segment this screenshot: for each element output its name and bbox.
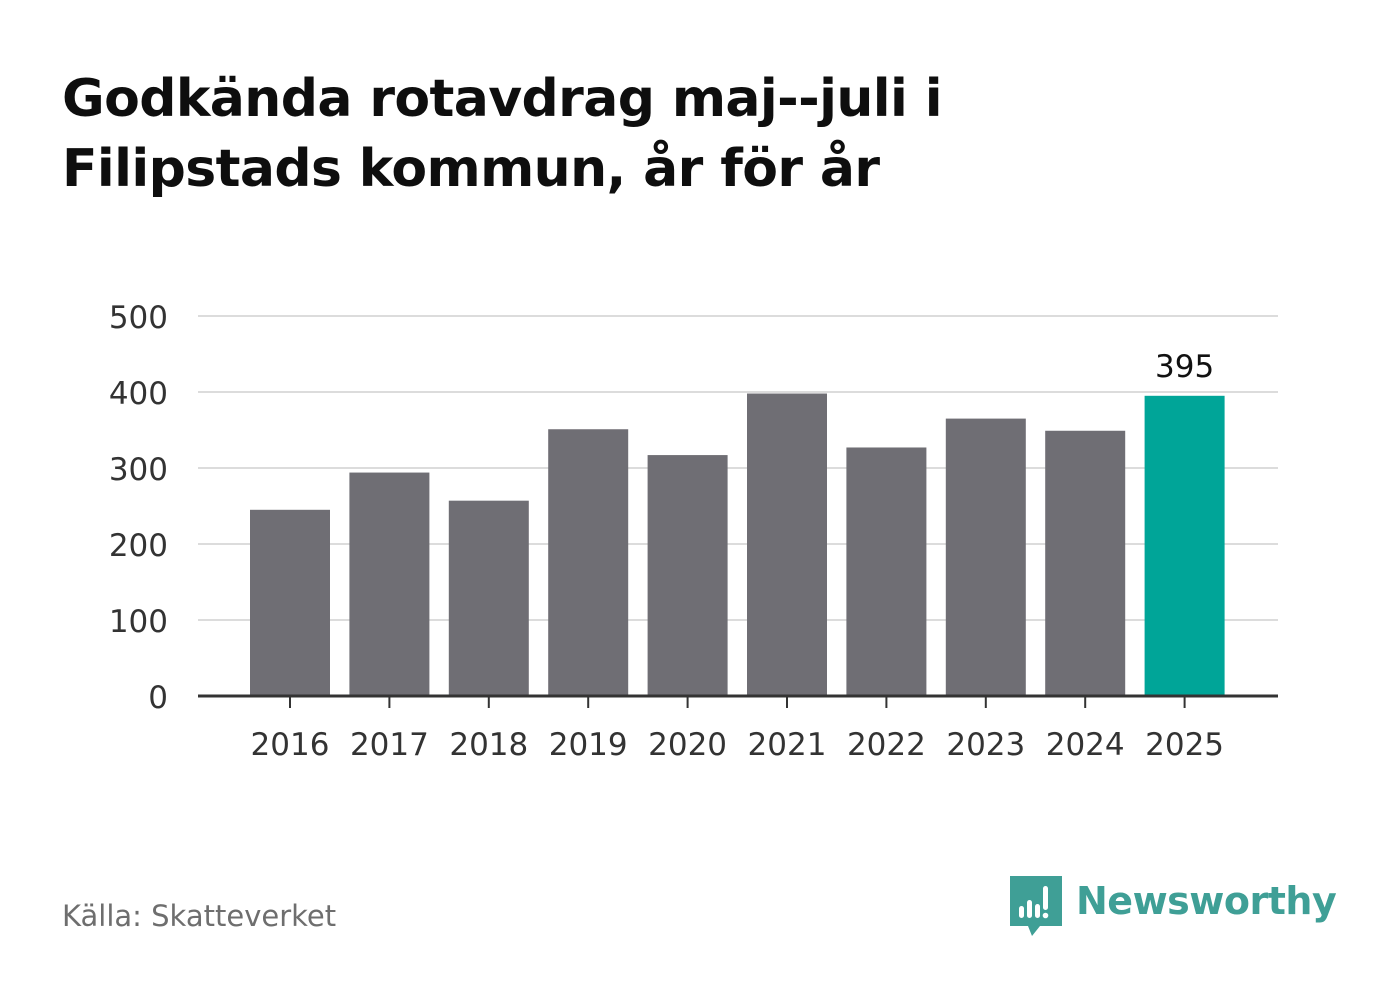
axes [198, 694, 1278, 708]
bar-2017 [349, 472, 430, 696]
bars [250, 393, 1225, 696]
source-note: Källa: Skatteverket [62, 899, 337, 933]
chart-title-line-2: Filipstads kommun, år för år [62, 139, 880, 199]
x-tick-label: 2017 [350, 727, 429, 763]
newsworthy-logo-icon [1010, 876, 1062, 936]
y-tick-label: 0 [148, 680, 168, 716]
bar-2024 [1045, 430, 1126, 696]
chart-title-line-1: Godkända rotavdrag maj--juli i [62, 69, 943, 129]
bar-2023 [945, 418, 1026, 696]
y-tick-label: 200 [109, 528, 168, 564]
x-tick-label: 2016 [251, 727, 330, 763]
y-tick-label: 400 [109, 376, 168, 412]
labels: 0 100 200 300 400 500 2016 2017 2018 2019 2020 2021… [109, 300, 1224, 763]
x-tick-label: 2022 [847, 727, 926, 763]
brand-name: Newsworthy [1076, 879, 1337, 923]
x-tick-label: 2019 [549, 727, 628, 763]
y-tick-label: 500 [109, 300, 168, 336]
x-tick-label: 2018 [449, 727, 528, 763]
bar-2019 [548, 429, 629, 696]
x-tick-label: 2021 [748, 727, 827, 763]
bar-2016 [250, 509, 330, 696]
data-label-highlight: 395 [1155, 349, 1214, 385]
x-tick-label: 2023 [946, 727, 1025, 763]
y-tick-label: 300 [109, 452, 168, 488]
bar-2025 [1144, 395, 1225, 696]
bar-2022 [846, 447, 927, 696]
bar-2018 [448, 500, 529, 696]
x-tick-label: 2020 [648, 727, 727, 763]
brand-logo: Newsworthy [1010, 876, 1337, 940]
x-tick-label: 2024 [1046, 727, 1125, 763]
bar-2021 [747, 393, 827, 696]
y-tick-label: 100 [109, 604, 168, 640]
bar-2020 [647, 455, 728, 696]
x-tick-label: 2025 [1145, 727, 1224, 763]
chart-title: Godkända rotavdrag maj--juli i Filipstad… [62, 64, 1262, 204]
